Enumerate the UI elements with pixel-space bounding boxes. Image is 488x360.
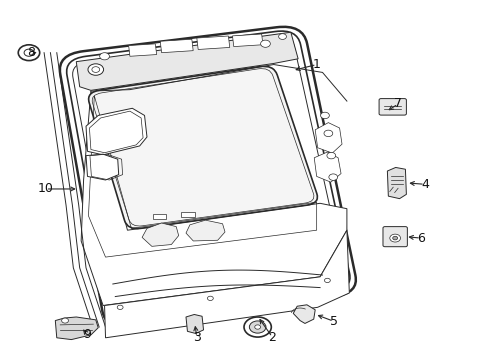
Circle shape: [249, 321, 265, 333]
Polygon shape: [293, 305, 315, 323]
Circle shape: [207, 296, 213, 301]
Circle shape: [392, 236, 397, 240]
Bar: [232, 34, 263, 46]
Bar: [160, 39, 193, 53]
Text: 9: 9: [83, 328, 91, 341]
Text: 3: 3: [192, 330, 200, 343]
Polygon shape: [76, 32, 298, 90]
Polygon shape: [86, 108, 147, 155]
Circle shape: [260, 40, 270, 47]
Polygon shape: [315, 123, 341, 153]
Circle shape: [324, 278, 330, 283]
Polygon shape: [86, 154, 119, 180]
Text: 8: 8: [27, 46, 35, 59]
Circle shape: [244, 317, 271, 337]
FancyBboxPatch shape: [378, 99, 406, 115]
Polygon shape: [55, 317, 98, 339]
Circle shape: [61, 318, 68, 323]
Bar: [128, 44, 156, 56]
Circle shape: [324, 130, 332, 136]
Bar: [196, 36, 229, 49]
Polygon shape: [104, 230, 348, 338]
Circle shape: [92, 67, 100, 72]
Polygon shape: [386, 167, 406, 199]
Circle shape: [100, 53, 109, 60]
Polygon shape: [185, 315, 203, 333]
Circle shape: [328, 174, 337, 180]
Bar: [181, 212, 194, 217]
Polygon shape: [81, 91, 346, 306]
Circle shape: [18, 45, 40, 60]
Circle shape: [320, 112, 329, 119]
Circle shape: [326, 152, 335, 159]
Text: 4: 4: [420, 178, 428, 191]
Circle shape: [117, 305, 123, 310]
PathPatch shape: [88, 66, 317, 229]
Circle shape: [88, 64, 103, 75]
Text: 1: 1: [312, 58, 320, 71]
Text: 10: 10: [38, 183, 53, 195]
Text: 7: 7: [393, 98, 401, 111]
Circle shape: [254, 325, 260, 329]
Bar: [153, 215, 166, 220]
Polygon shape: [142, 223, 178, 246]
FancyBboxPatch shape: [382, 226, 407, 247]
Text: 6: 6: [416, 231, 424, 244]
Circle shape: [278, 34, 286, 40]
Text: 2: 2: [268, 330, 276, 343]
Polygon shape: [185, 220, 224, 241]
PathPatch shape: [60, 27, 355, 326]
Circle shape: [24, 49, 34, 56]
Polygon shape: [314, 152, 340, 182]
Text: 5: 5: [329, 315, 337, 328]
Circle shape: [389, 234, 400, 242]
